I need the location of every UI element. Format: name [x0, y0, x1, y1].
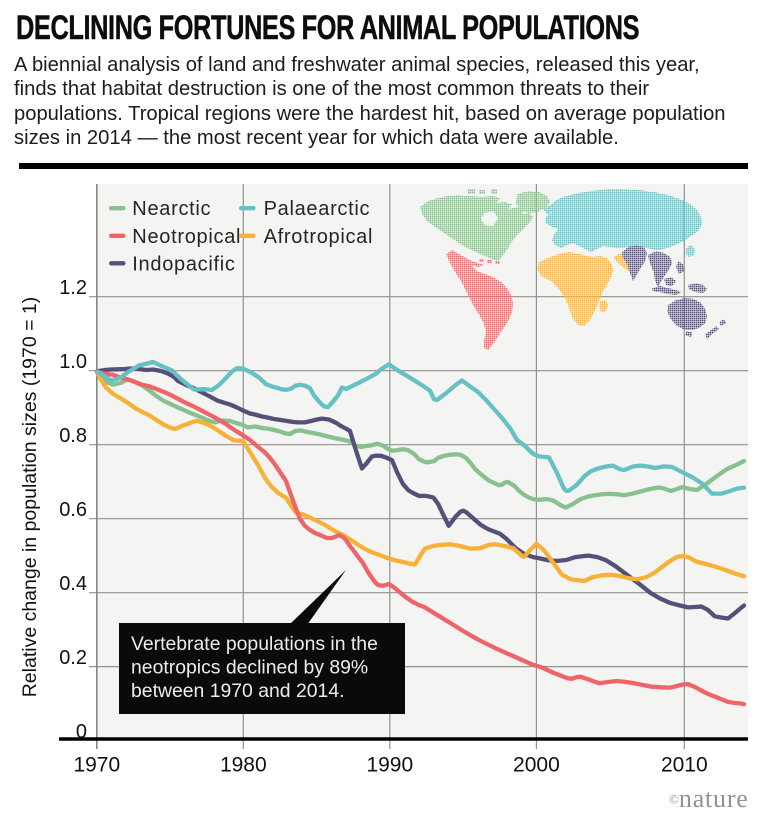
svg-text:Relative change in population: Relative change in population sizes (197…: [19, 297, 41, 698]
svg-text:0.2: 0.2: [59, 647, 87, 669]
svg-text:Nearctic: Nearctic: [132, 198, 211, 220]
svg-text:1970: 1970: [73, 754, 120, 777]
svg-text:0.8: 0.8: [59, 425, 87, 447]
svg-text:Neotropical: Neotropical: [132, 226, 241, 248]
svg-text:1990: 1990: [366, 754, 413, 777]
svg-text:Indopacific: Indopacific: [132, 253, 235, 275]
svg-text:Afrotropical: Afrotropical: [264, 226, 374, 248]
svg-text:0: 0: [76, 721, 87, 743]
svg-text:Palaearctic: Palaearctic: [264, 198, 371, 220]
svg-text:1980: 1980: [220, 754, 267, 777]
svg-text:0.4: 0.4: [59, 573, 87, 595]
svg-text:neotropics declined by 89%: neotropics declined by 89%: [131, 657, 368, 679]
svg-text:2000: 2000: [513, 754, 560, 777]
svg-text:0.6: 0.6: [59, 499, 87, 521]
svg-text:1.0: 1.0: [59, 351, 87, 373]
svg-text:Vertebrate populations in the: Vertebrate populations in the: [131, 633, 378, 655]
svg-text:2010: 2010: [661, 754, 708, 777]
svg-text:1.2: 1.2: [59, 277, 87, 299]
svg-text:between 1970 and 2014.: between 1970 and 2014.: [131, 680, 345, 702]
